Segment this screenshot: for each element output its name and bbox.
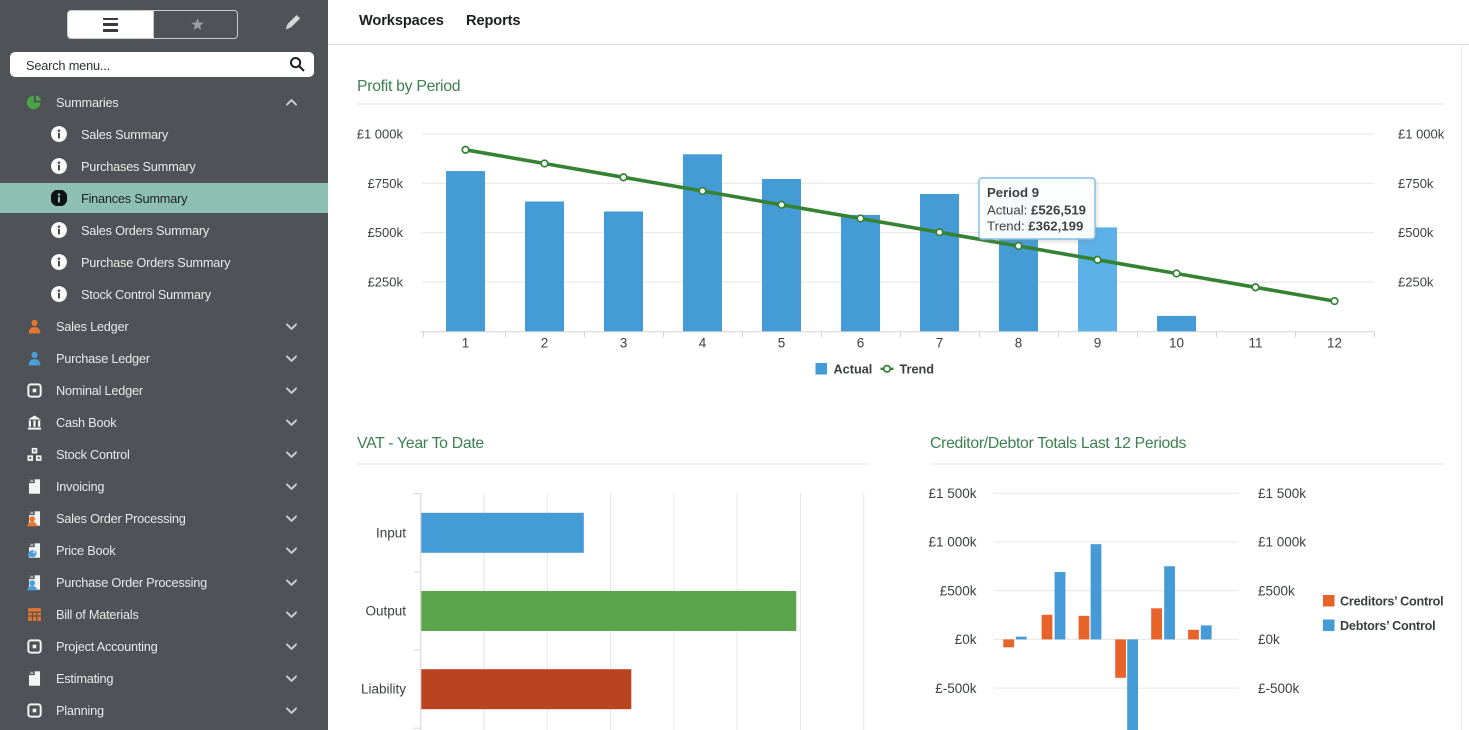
svg-text:£0k: £0k <box>955 632 977 647</box>
svg-text:£-500k: £-500k <box>935 681 977 696</box>
svg-text:£250k: £250k <box>1398 275 1434 290</box>
svg-text:Actual: £526,519: Actual: £526,519 <box>987 203 1086 218</box>
svg-text:£500k: £500k <box>940 583 977 598</box>
svg-text:Creditor/Debtor Totals Last 12: Creditor/Debtor Totals Last 12 Periods <box>930 435 1187 452</box>
svg-text:£1 000k: £1 000k <box>1258 535 1306 550</box>
svg-text:VAT - Year To Date: VAT - Year To Date <box>357 435 484 452</box>
svg-text:£-500k: £-500k <box>1258 681 1300 696</box>
svg-text:3: 3 <box>620 336 628 351</box>
svg-text:12: 12 <box>1327 336 1342 351</box>
svg-text:5: 5 <box>778 336 786 351</box>
svg-text:9: 9 <box>1094 336 1102 351</box>
svg-text:£1 000k: £1 000k <box>357 127 404 142</box>
svg-text:8: 8 <box>1015 336 1023 351</box>
svg-text:£500k: £500k <box>1258 583 1295 598</box>
svg-text:11: 11 <box>1248 336 1262 351</box>
svg-text:£750k: £750k <box>368 176 404 191</box>
svg-text:Profit by Period: Profit by Period <box>357 78 460 95</box>
svg-text:£500k: £500k <box>368 225 404 240</box>
svg-text:Liability: Liability <box>361 682 406 697</box>
svg-text:6: 6 <box>857 336 865 351</box>
svg-text:Period 9: Period 9 <box>987 185 1039 200</box>
svg-text:£1 500k: £1 500k <box>1258 486 1306 501</box>
svg-text:£0k: £0k <box>1258 632 1280 647</box>
svg-text:4: 4 <box>699 336 707 351</box>
svg-text:Creditors’ Control: Creditors’ Control <box>1340 595 1443 609</box>
svg-text:Debtors’ Control: Debtors’ Control <box>1340 619 1435 633</box>
svg-text:Actual: Actual <box>834 363 873 377</box>
svg-text:1: 1 <box>462 336 470 351</box>
svg-text:10: 10 <box>1169 336 1184 351</box>
svg-text:Output: Output <box>365 604 406 619</box>
svg-text:Trend: £362,199: Trend: £362,199 <box>987 219 1083 234</box>
svg-text:£1 500k: £1 500k <box>928 486 976 501</box>
svg-text:2: 2 <box>541 336 549 351</box>
svg-text:£250k: £250k <box>368 275 404 290</box>
svg-text:Input: Input <box>376 525 406 540</box>
svg-text:Trend: Trend <box>900 363 935 377</box>
svg-text:£1 000k: £1 000k <box>928 535 976 550</box>
svg-text:£500k: £500k <box>1398 225 1434 240</box>
svg-text:7: 7 <box>936 336 944 351</box>
svg-text:£750k: £750k <box>1398 176 1434 191</box>
svg-text:£1 000k: £1 000k <box>1398 127 1445 142</box>
